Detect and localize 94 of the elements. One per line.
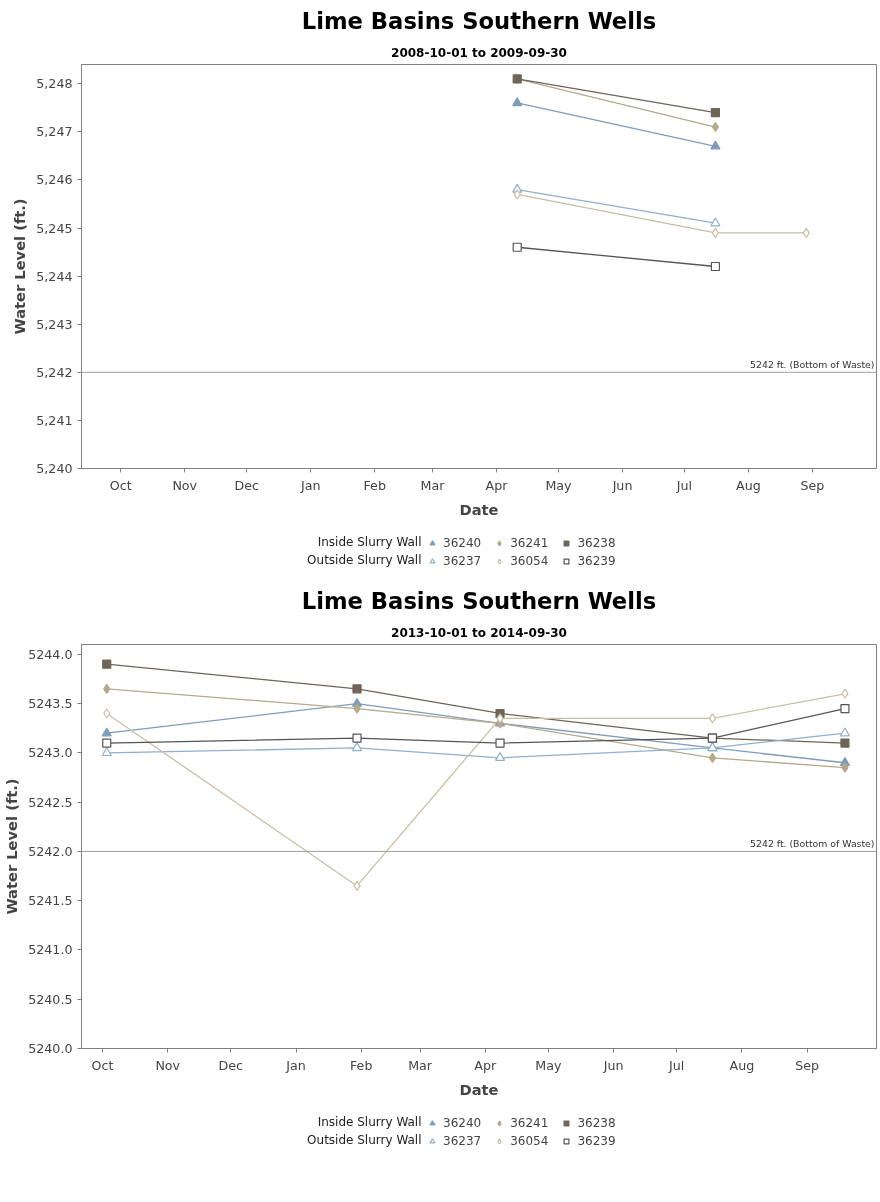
x-tick-label: Nov: [172, 477, 198, 493]
x-tick-label: Dec: [218, 1057, 244, 1073]
point: [711, 121, 720, 133]
point: [840, 738, 850, 748]
point: [708, 752, 717, 763]
y-tick-label: 5241.0: [28, 942, 73, 958]
x-tick-label: Aug: [729, 1057, 755, 1073]
legend-label: 36241: [510, 536, 549, 550]
y-tick-label: 5242.0: [28, 843, 73, 859]
y-tick-label: 5,247: [36, 124, 73, 140]
x-tick-label: Jan: [299, 477, 321, 493]
point: [353, 703, 361, 714]
point: [710, 108, 721, 118]
y-tick-label: 5240.5: [28, 991, 73, 1007]
y-tick-label: 5,248: [36, 76, 73, 92]
text: Inside Slurry Wall: [317, 534, 422, 549]
point: [102, 659, 112, 669]
y-tick-label: 5242.5: [28, 794, 73, 810]
text: Inside Slurry Wall: [317, 1114, 422, 1129]
point: [494, 752, 506, 762]
point: [103, 683, 111, 694]
point: [841, 762, 849, 773]
legend-label: 36238: [577, 1116, 616, 1130]
point: [352, 733, 362, 743]
x-tick-label: Feb: [350, 1057, 373, 1073]
x-tick-label: May: [535, 1057, 562, 1073]
y-tick-label: 5243.0: [28, 745, 73, 761]
legend-label: 36240: [443, 536, 482, 550]
x-tick-label: Mar: [408, 1057, 433, 1073]
legend-label: 36240: [443, 1116, 482, 1130]
x-tick-label: Jun: [602, 1057, 624, 1073]
point: [708, 713, 717, 724]
point: [802, 227, 810, 238]
x-tick-label: Sep: [795, 1057, 820, 1073]
x-tick-label: May: [545, 477, 573, 493]
legend-label: 36238: [577, 536, 616, 550]
point: [103, 708, 111, 719]
x-tick-label: Oct: [91, 1057, 114, 1073]
y-tick-label: 5240.0: [28, 1041, 73, 1056]
chart-title: Lime Basins Southern Wells: [301, 587, 657, 614]
text: Outside Slurry Wall: [307, 552, 422, 567]
x-tick-label: Jan: [285, 1057, 306, 1073]
y-axis-title: Water Level (ft.): [11, 198, 29, 335]
point: [102, 738, 112, 748]
legend-label: 36237: [443, 1134, 482, 1148]
point: [711, 227, 720, 238]
legend-label: 36239: [577, 554, 616, 568]
legend-label: 36054: [510, 554, 549, 568]
point: [841, 688, 849, 699]
point: [512, 242, 522, 252]
chart-subtitle: 2008-10-01 to 2009-09-30: [391, 45, 567, 60]
x-tick-label: Nov: [155, 1057, 181, 1073]
point: [101, 747, 112, 757]
chart-subtitle: 2013-10-01 to 2014-09-30: [391, 625, 567, 640]
y-tick-label: 5,244: [36, 268, 73, 284]
x-tick-label: Jun: [611, 477, 633, 493]
x-tick-label: Mar: [420, 477, 446, 493]
x-tick-label: Aug: [736, 477, 761, 493]
x-tick-label: Oct: [109, 477, 132, 493]
y-tick-label: 5244.0: [28, 646, 73, 662]
legend-label: 36237: [443, 554, 482, 568]
point: [840, 703, 850, 714]
ref-line-label: 5242 ft. (Bottom of Waste): [750, 359, 875, 371]
y-tick-label: 5241.5: [28, 893, 73, 909]
x-tick-label: Sep: [800, 477, 825, 493]
point: [101, 727, 112, 737]
x-tick-label: Feb: [363, 477, 386, 493]
y-tick-label: 5,246: [36, 172, 73, 188]
text: Outside Slurry Wall: [307, 1132, 422, 1147]
chart-title: Lime Basins Southern Wells: [301, 7, 657, 34]
point: [351, 742, 363, 752]
y-tick-label: 5,241: [36, 412, 73, 428]
legend-label: 36239: [577, 1134, 616, 1148]
point: [710, 261, 721, 272]
y-tick-label: 5,243: [36, 316, 73, 332]
x-axis-title: Date: [459, 500, 499, 518]
x-tick-label: Dec: [234, 477, 259, 493]
point: [352, 684, 362, 694]
y-tick-label: 5,245: [36, 220, 73, 236]
point: [495, 738, 505, 748]
y-axis-title: Water Level (ft.): [3, 778, 21, 915]
legend-label: 36241: [510, 1116, 549, 1130]
point: [496, 713, 504, 724]
y-tick-label: 5243.5: [28, 696, 73, 712]
x-tick-label: Jul: [675, 477, 693, 493]
legend-label: 36054: [510, 1134, 549, 1148]
point: [839, 727, 851, 737]
ref-line-label: 5242 ft. (Bottom of Waste): [750, 838, 875, 850]
y-tick-label: 5,240: [36, 461, 73, 476]
x-axis-title: Date: [459, 1080, 499, 1098]
y-tick-label: 5,242: [36, 364, 73, 380]
x-tick-label: Apr: [485, 477, 509, 493]
x-tick-label: Apr: [474, 1057, 498, 1073]
x-tick-label: Jul: [668, 1057, 685, 1073]
